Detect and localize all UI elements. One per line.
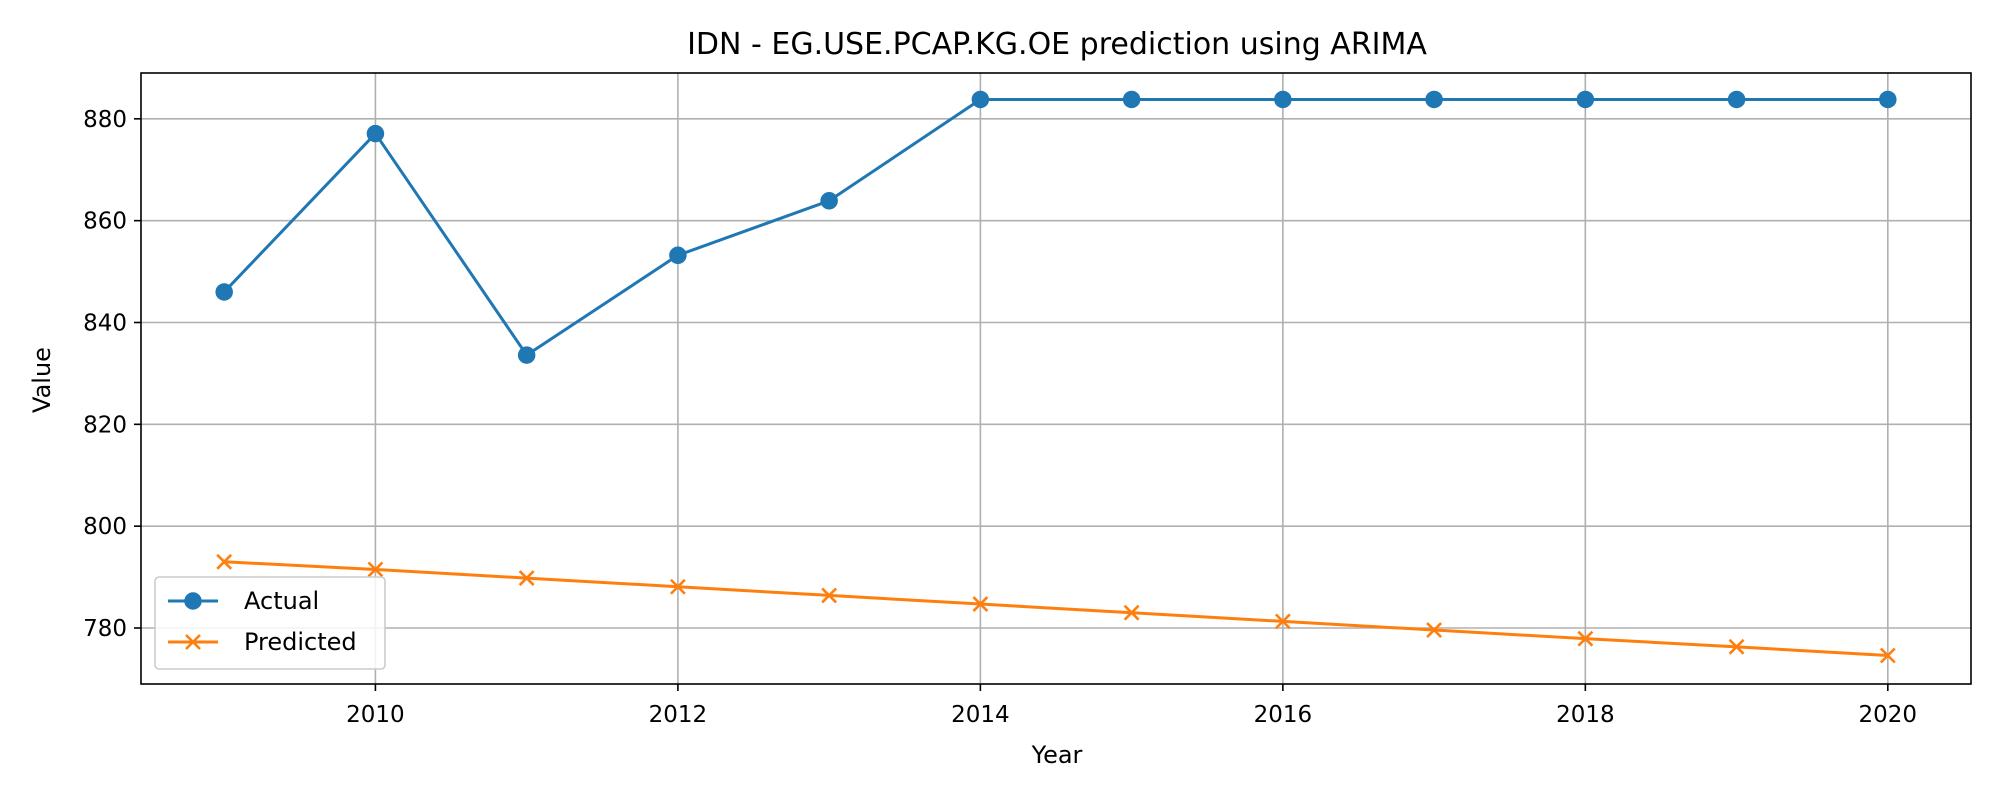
x-tick-label: 2014 [951, 702, 1010, 728]
data-point-actual [1122, 90, 1141, 109]
legend-item-actual: Actual [168, 587, 319, 615]
legend-item-predicted: Predicted [168, 628, 357, 656]
data-point-predicted [216, 553, 233, 570]
data-point-predicted [821, 587, 838, 604]
x-tick-label: 2012 [649, 702, 708, 728]
data-point-actual [971, 90, 990, 109]
legend-label: Predicted [244, 628, 357, 656]
x-tick-label: 2018 [1556, 702, 1615, 728]
x-tick-label: 2020 [1859, 702, 1918, 728]
data-point-actual [1576, 90, 1595, 109]
data-point-predicted [1577, 630, 1594, 647]
series-layer [215, 90, 1897, 664]
data-point-predicted [669, 578, 686, 595]
legend-label: Actual [244, 587, 319, 615]
x-axis-label: Year [1031, 741, 1083, 769]
data-point-predicted [518, 570, 535, 587]
y-tick-label: 880 [83, 107, 127, 133]
y-tick-label: 800 [83, 514, 127, 540]
data-point-predicted [972, 596, 989, 612]
x-tick-label: 2016 [1254, 702, 1313, 728]
y-axis-label: Value [28, 347, 56, 413]
data-point-actual [669, 246, 687, 265]
data-point-actual [1274, 90, 1292, 109]
y-tick-label: 860 [83, 209, 127, 235]
legend-marker [185, 634, 201, 650]
chart-legend: Actual Predicted [154, 576, 386, 670]
y-tick-label: 820 [83, 412, 127, 438]
data-point-predicted [1728, 638, 1745, 655]
data-point-actual [1727, 90, 1746, 109]
y-tick-label: 840 [83, 310, 127, 336]
data-point-actual [366, 124, 385, 143]
data-point-predicted [1274, 613, 1291, 630]
series-line-predicted [224, 560, 1888, 657]
series-line-actual [223, 97, 1888, 357]
data-point-actual [517, 346, 536, 364]
plot-area-frame [140, 72, 1972, 685]
x-tick-label: 2010 [346, 702, 405, 728]
x-axis-ticks: 2010 2012 2014 2016 2018 2020 [346, 684, 1917, 728]
series-actual [215, 90, 1897, 364]
series-predicted [216, 553, 1896, 664]
chart-title: IDN - EG.USE.PCAP.KG.OE prediction using… [687, 27, 1427, 62]
data-point-actual [820, 192, 838, 210]
data-point-actual [1425, 90, 1443, 109]
grid-layer [141, 73, 1971, 684]
data-point-predicted [1879, 647, 1896, 664]
data-point-predicted [367, 561, 384, 578]
data-point-actual [215, 283, 233, 301]
y-axis-ticks: 780 800 820 840 860 880 [83, 107, 141, 642]
data-point-predicted [1426, 622, 1443, 638]
data-point-predicted [1123, 604, 1140, 621]
data-point-actual [1879, 90, 1897, 109]
legend-marker [184, 592, 202, 610]
y-tick-label: 780 [83, 616, 127, 642]
